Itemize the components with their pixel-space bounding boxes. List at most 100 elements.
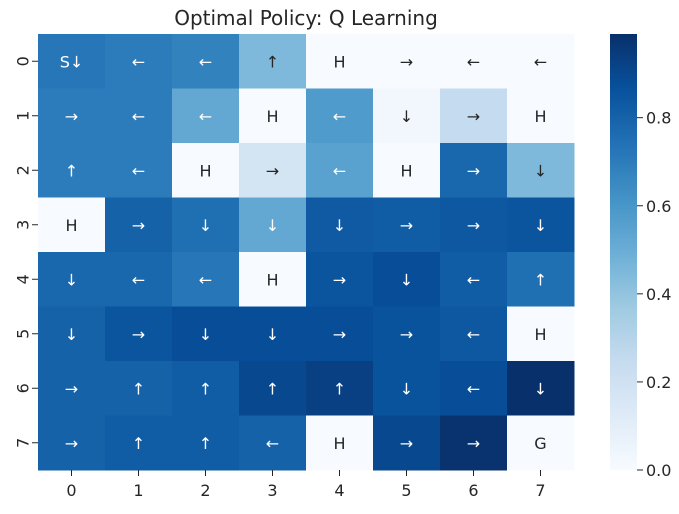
- cell-label: H: [333, 52, 345, 71]
- heatmap-cell: [38, 34, 106, 89]
- x-tick-label: 5: [401, 481, 411, 500]
- cell-label: →: [467, 161, 480, 180]
- cell-label: H: [534, 107, 546, 126]
- cell-label: ←: [467, 52, 480, 71]
- heatmap-cell: [172, 34, 240, 89]
- heatmap-cell: [440, 34, 508, 89]
- cell-label: →: [132, 216, 145, 235]
- heatmap-cells: S↓ ← ← ↑ H → ← ← → ← ← H ← ↓ → H ↑ ← H → ← H → ↓ H → ↓ ↓ ↓ → → ↓ ↓ ← ← H → ↓ ←…: [38, 34, 575, 471]
- heatmap-cell: [306, 306, 374, 362]
- heatmap-cell: [440, 415, 508, 471]
- cell-label: ↓: [400, 270, 413, 289]
- cell-label: ←: [132, 161, 145, 180]
- cell-label: ←: [132, 270, 145, 289]
- heatmap-cell: [105, 415, 173, 471]
- cell-label: H: [266, 270, 278, 289]
- heatmap-cell: [306, 143, 374, 198]
- cell-label: ↑: [266, 52, 279, 71]
- heatmap-cell: [440, 252, 508, 307]
- cell-label: ↓: [65, 325, 78, 344]
- cell-label: ↑: [266, 379, 279, 398]
- cell-label: →: [400, 325, 413, 344]
- heatmap-cell: [239, 197, 307, 253]
- heatmap-cell: [373, 306, 441, 362]
- cell-label: →: [467, 216, 480, 235]
- cell-label: H: [333, 434, 345, 453]
- heatmap-cell: [507, 143, 575, 198]
- cell-label: →: [333, 270, 346, 289]
- heatmap-cell: [239, 143, 307, 198]
- heatmap-cell: [239, 252, 307, 307]
- heatmap-cell: [105, 88, 173, 144]
- heatmap-cell: [507, 415, 575, 471]
- cell-label: →: [132, 325, 145, 344]
- cell-label: ←: [132, 52, 145, 71]
- colorbar-ticks: 0.0 0.2 0.4 0.6 0.8: [637, 109, 671, 480]
- heatmap-cell: [373, 34, 441, 89]
- cell-label: ↑: [534, 270, 547, 289]
- x-tick-label: 7: [535, 481, 545, 500]
- cell-label: →: [400, 52, 413, 71]
- colorbar-tick-label: 0.8: [646, 109, 671, 128]
- cell-label: ←: [266, 434, 279, 453]
- y-tick-label: 3: [14, 220, 33, 230]
- heatmap-cell: [239, 361, 307, 416]
- heatmap-cell: [306, 88, 374, 144]
- heatmap-cell: [105, 197, 173, 253]
- y-tick-label: 0: [14, 56, 33, 66]
- cell-label: →: [333, 325, 346, 344]
- heatmap-cell: [172, 361, 240, 416]
- heatmap-cell: [239, 415, 307, 471]
- cell-label: ←: [467, 325, 480, 344]
- heatmap-cell: [239, 306, 307, 362]
- heatmap-cell: [373, 143, 441, 198]
- cell-label: H: [400, 161, 412, 180]
- y-tick-label: 1: [14, 111, 33, 121]
- heatmap-cell: [172, 306, 240, 362]
- x-tick-label: 3: [267, 481, 277, 500]
- heatmap-cell: [373, 415, 441, 471]
- x-axis: 0 1 2 3 4 5 6 7: [66, 470, 546, 500]
- cell-label: H: [199, 161, 211, 180]
- heatmap-cell: [38, 306, 106, 362]
- heatmap-cell: [172, 88, 240, 144]
- heatmap-cell: [373, 197, 441, 253]
- cell-label: H: [534, 325, 546, 344]
- colorbar-tick-label: 0.2: [646, 373, 671, 392]
- heatmap-cell: [373, 361, 441, 416]
- cell-label: ←: [199, 107, 212, 126]
- heatmap-cell: [507, 306, 575, 362]
- heatmap-cell: [507, 197, 575, 253]
- cell-label: ↑: [199, 379, 212, 398]
- heatmap-cell: [172, 197, 240, 253]
- heatmap-cell: [306, 34, 374, 89]
- cell-label: ↓: [266, 216, 279, 235]
- x-tick-label: 6: [468, 481, 478, 500]
- x-tick-label: 2: [200, 481, 210, 500]
- cell-label: ↑: [333, 379, 346, 398]
- cell-label: ↑: [199, 434, 212, 453]
- y-tick-label: 7: [14, 438, 33, 448]
- chart-title: Optimal Policy: Q Learning: [174, 6, 438, 30]
- heatmap-cell: [306, 415, 374, 471]
- y-axis: 0 1 2 3 4 5 6 7: [14, 56, 38, 448]
- cell-label: →: [65, 107, 78, 126]
- cell-label: ↓: [65, 270, 78, 289]
- cell-label: ←: [534, 52, 547, 71]
- heatmap-cell: [306, 361, 374, 416]
- cell-label: H: [266, 107, 278, 126]
- y-tick-label: 4: [14, 274, 33, 284]
- cell-label: ←: [199, 270, 212, 289]
- colorbar-tick-label: 0.4: [646, 285, 671, 304]
- cell-label: H: [65, 216, 77, 235]
- heatmap-cell: [507, 34, 575, 89]
- y-tick-label: 2: [14, 165, 33, 175]
- x-tick-label: 4: [334, 481, 344, 500]
- cell-label: ←: [333, 107, 346, 126]
- cell-label: ↓: [534, 379, 547, 398]
- cell-label: ←: [467, 270, 480, 289]
- heatmap-cell: [38, 415, 106, 471]
- heatmap-cell: [440, 88, 508, 144]
- cell-label: →: [266, 161, 279, 180]
- heatmap-cell: [440, 197, 508, 253]
